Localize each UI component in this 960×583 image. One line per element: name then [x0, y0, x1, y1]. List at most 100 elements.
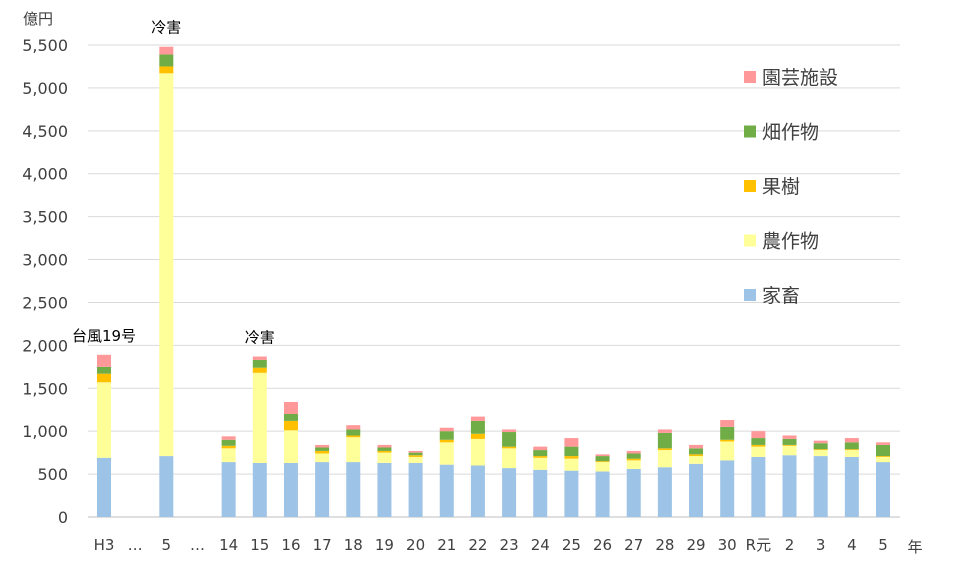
bar-segment	[564, 438, 579, 447]
bar-segment	[252, 367, 267, 373]
bar-segment	[408, 455, 423, 457]
bar-segment	[564, 470, 579, 517]
bar-segment	[346, 425, 361, 430]
bar-segment	[813, 456, 828, 517]
legend-label: 園芸施設	[762, 67, 838, 89]
bar-segment	[252, 359, 267, 368]
legend-label: 家畜	[762, 285, 800, 307]
y-tick-label: 500	[37, 465, 68, 484]
legend-swatch	[744, 289, 756, 301]
bar-segment	[533, 446, 548, 451]
bar-segment	[470, 465, 485, 517]
bar-segment	[844, 442, 859, 450]
y-tick-label: 4,500	[22, 122, 68, 141]
y-tick-label: 0	[58, 508, 68, 527]
bar-segment	[315, 444, 330, 448]
bar-segment	[876, 462, 890, 517]
bar-segment	[751, 446, 766, 457]
bar-segment	[346, 429, 361, 436]
bar-segment	[689, 463, 704, 517]
x-tick-label: 21	[437, 536, 456, 554]
y-tick-label: 3,500	[22, 208, 68, 227]
x-tick-label: 4	[847, 536, 857, 554]
bar-segment	[876, 442, 890, 445]
x-tick-label: 14	[219, 536, 238, 554]
y-tick-label: 5,500	[22, 36, 68, 55]
bar-segment	[315, 453, 330, 463]
bar-segment	[221, 436, 236, 440]
bar-segment	[159, 73, 174, 457]
bar-segment	[283, 430, 298, 463]
bar-segment	[720, 439, 735, 442]
bar-segment	[876, 456, 890, 463]
bar-segment	[876, 456, 890, 457]
bar-segment	[751, 431, 766, 439]
bar-segment	[346, 437, 361, 463]
bar-segment	[377, 450, 392, 453]
x-tick-label: 23	[500, 536, 519, 554]
legend-swatch	[744, 234, 756, 247]
annotation-label: 冷害	[151, 19, 181, 37]
x-tick-label: 28	[655, 536, 674, 554]
bar-segment	[97, 382, 111, 458]
bar-segment	[346, 435, 361, 438]
bar-segment	[159, 54, 174, 67]
bar-segment	[159, 456, 174, 517]
x-tick-label: 26	[593, 536, 612, 554]
x-tick-label: R元	[746, 536, 771, 554]
bar-segment	[252, 462, 267, 517]
bar-segment	[439, 439, 454, 443]
bar-segment	[315, 462, 330, 517]
x-tick-label: 27	[624, 536, 643, 554]
bar-segment	[159, 46, 174, 55]
y-tick-label: 5,000	[22, 79, 68, 98]
bar-segment	[377, 447, 392, 451]
bar-segment	[502, 432, 517, 447]
bar-segment	[595, 462, 610, 472]
bar-segment	[221, 462, 236, 517]
bar-segment	[470, 438, 485, 466]
bar-segment	[782, 445, 797, 456]
bar-segment	[689, 444, 704, 449]
y-tick-label: 3,000	[22, 251, 68, 270]
bar-segment	[689, 456, 704, 464]
bar-segment	[782, 435, 797, 439]
bar-segment	[657, 429, 672, 433]
bar-segment	[813, 450, 828, 457]
annotation-label: 台風19号	[72, 327, 136, 345]
bar-segment	[813, 440, 828, 444]
bar-segment	[439, 442, 454, 465]
bar-segment	[470, 416, 485, 421]
bar-segment	[595, 456, 610, 462]
x-tick-label: 17	[313, 536, 332, 554]
bar-segment	[408, 462, 423, 517]
bar-segment	[502, 446, 517, 449]
x-tick-label: 20	[406, 536, 425, 554]
legend-swatch	[744, 71, 756, 83]
bar-segment	[439, 431, 454, 440]
bar-segment	[720, 460, 735, 517]
annotation-label: 冷害	[245, 329, 275, 347]
bar-segment	[377, 452, 392, 463]
bar-segment	[595, 471, 610, 517]
x-tick-label: 25	[562, 536, 581, 554]
x-tick-label: 30	[718, 536, 737, 554]
x-tick-label: 29	[686, 536, 705, 554]
bar-segment	[283, 402, 298, 415]
y-tick-label: 2,500	[22, 293, 68, 312]
x-axis-unit-label: 年	[907, 538, 922, 556]
bar-segment	[751, 438, 766, 445]
bar-segment	[751, 444, 766, 447]
bar-segment	[470, 433, 485, 439]
bar-segment	[595, 454, 610, 457]
bar-segment	[689, 448, 704, 455]
bar-segment	[377, 462, 392, 517]
x-tick-label: 2	[785, 536, 795, 554]
bar-segment	[782, 455, 797, 517]
grid-lines	[88, 44, 900, 518]
bar-segment	[533, 450, 548, 457]
legend-swatch	[744, 180, 756, 192]
